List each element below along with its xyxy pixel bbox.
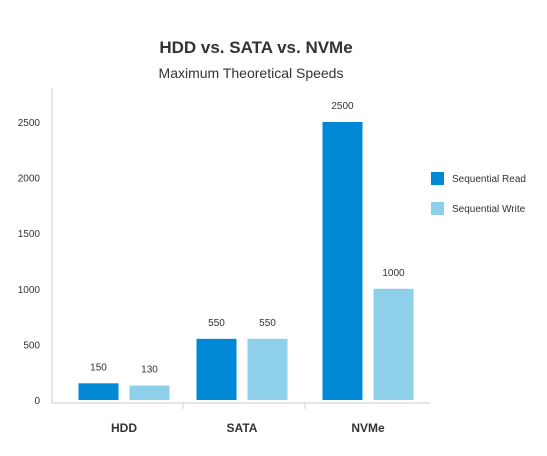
x-category-label: HDD	[111, 421, 137, 435]
bar	[196, 338, 237, 400]
legend-swatch	[431, 172, 444, 185]
value-label: 130	[141, 365, 158, 376]
legend-label: Sequential Read	[452, 174, 526, 185]
y-tick-label: 0	[34, 396, 40, 407]
y-tick-label: 2000	[18, 174, 41, 185]
y-tick-label: 2500	[18, 118, 41, 129]
x-category-label: SATA	[227, 421, 258, 435]
value-label: 550	[208, 318, 225, 329]
y-tick-label: 500	[23, 340, 40, 351]
legend-swatch	[431, 202, 444, 215]
y-tick-label: 1500	[18, 229, 41, 240]
bar	[247, 338, 288, 400]
x-category-label: NVMe	[351, 421, 385, 435]
bars-group	[78, 122, 414, 400]
value-label: 150	[90, 362, 107, 373]
legend: Sequential Read Sequential Write	[431, 172, 526, 215]
value-label: 550	[259, 318, 276, 329]
y-tick-label: 1000	[18, 285, 41, 296]
x-tick-labels: HDD SATA NVMe	[111, 403, 385, 435]
chart-subtitle: Maximum Theoretical Speeds	[159, 65, 344, 81]
value-labels: 150 130 550 550 2500 1000	[90, 101, 405, 376]
legend-label: Sequential Write	[452, 204, 526, 215]
bar	[322, 122, 363, 400]
bar	[78, 383, 119, 400]
bar	[373, 288, 414, 400]
value-label: 2500	[331, 101, 354, 112]
bar	[129, 385, 170, 400]
value-label: 1000	[382, 268, 405, 279]
y-tick-labels: 0 500 1000 1500 2000 2500	[18, 118, 41, 407]
chart-title: HDD vs. SATA vs. NVMe	[159, 38, 352, 57]
